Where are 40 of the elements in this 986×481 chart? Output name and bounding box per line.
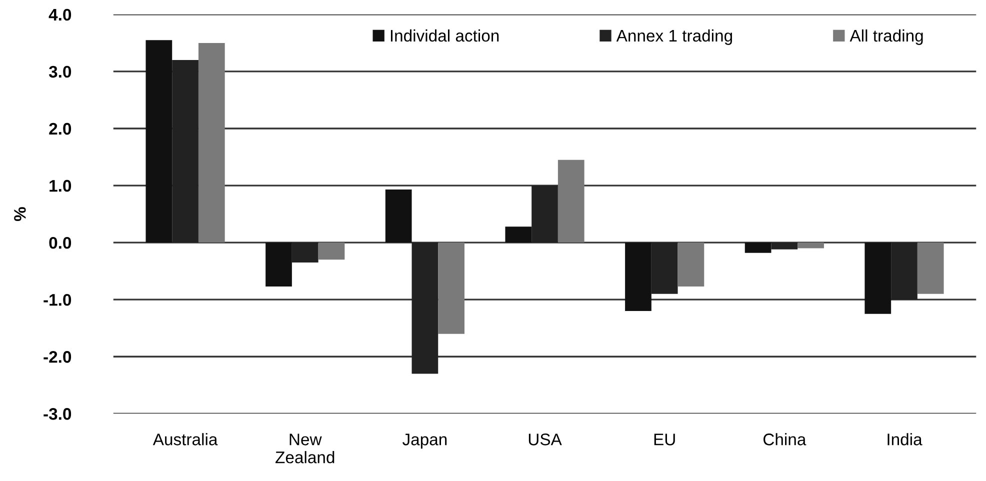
bar [917, 242, 944, 294]
x-tick-label: EU [654, 434, 675, 446]
bar [412, 242, 438, 374]
bar [292, 242, 318, 263]
bar [651, 242, 678, 294]
bar [385, 190, 412, 243]
bar [678, 242, 704, 286]
legend-label: Annex 1 trading [616, 29, 732, 45]
y-tick-label: 4.0 [48, 8, 72, 21]
bar [625, 242, 652, 311]
x-tick-label: India [888, 433, 922, 446]
bar [558, 160, 584, 243]
x-tick-label: China [763, 433, 806, 446]
y-tick-label: 1.0 [50, 180, 72, 192]
bar [798, 242, 824, 248]
bar [198, 42, 225, 243]
bar [532, 186, 558, 243]
bar [771, 242, 798, 250]
x-tick-label: Australia [152, 433, 218, 446]
bar [891, 242, 918, 300]
y-tick-label: -1.0 [44, 294, 72, 306]
bar [146, 40, 172, 243]
x-tick-label: New Zealand [276, 434, 334, 464]
bar [318, 242, 345, 260]
legend-label: Individal action [390, 29, 499, 42]
legend-label: All trading [850, 29, 923, 45]
y-tick-label: 2.0 [49, 122, 72, 135]
y-tick-label: 0.0 [49, 236, 72, 249]
bar [864, 242, 892, 314]
y-axis-title: % [14, 207, 26, 222]
x-tick-label: USA [528, 434, 562, 446]
bar [266, 242, 292, 286]
bar [438, 242, 464, 334]
bar [505, 226, 532, 243]
bar [172, 60, 198, 243]
y-tick-label: -2.0 [44, 351, 72, 363]
y-tick-label: -3.0 [44, 408, 72, 420]
y-tick-label: 3.0 [48, 66, 72, 78]
bar [744, 242, 772, 253]
x-tick-label: Japan [402, 434, 447, 449]
